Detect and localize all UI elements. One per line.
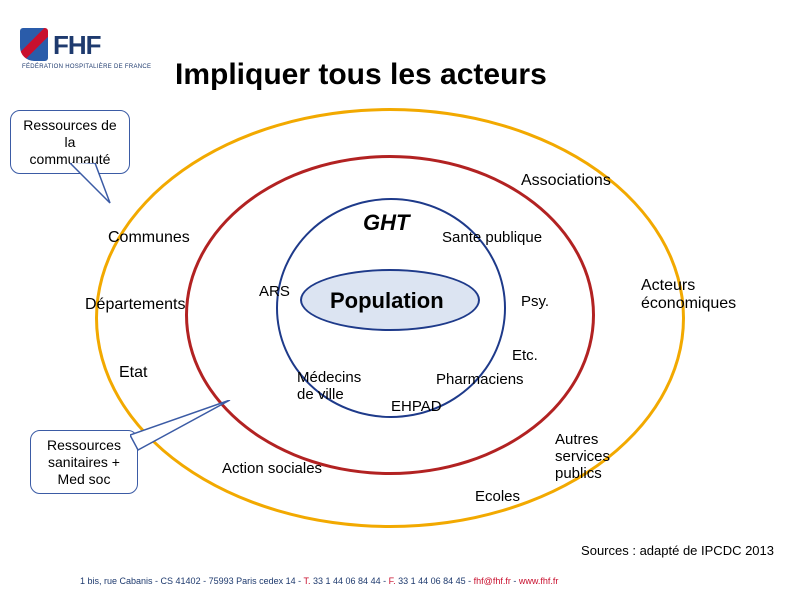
source-text: Sources : adapté de IPCDC 2013	[581, 543, 774, 558]
logo-text: FHF	[53, 30, 101, 61]
logo-badge-icon	[20, 28, 50, 63]
label-autres-services: Autres services publics	[555, 431, 610, 482]
label-sante-publique: Sante publique	[442, 229, 542, 246]
callout-pointer-icon	[70, 163, 130, 213]
label-ehpad: EHPAD	[391, 398, 442, 415]
label-communes: Communes	[108, 229, 190, 247]
label-departements: Départements	[85, 296, 186, 314]
label-ars: ARS	[259, 283, 290, 300]
page-title: Impliquer tous les acteurs	[175, 58, 547, 92]
label-associations: Associations	[521, 172, 611, 190]
label-population: Population	[330, 288, 444, 314]
callout-text: Ressources de la communauté	[23, 117, 116, 167]
fhf-logo: FHF	[20, 28, 101, 63]
footer-fax-label: F.	[389, 576, 396, 586]
label-pharmaciens: Pharmaciens	[436, 371, 524, 388]
footer-tel-label: T.	[303, 576, 310, 586]
label-etc: Etc.	[512, 347, 538, 364]
footer-address: 1 bis, rue Cabanis - CS 41402 - 75993 Pa…	[80, 576, 296, 586]
label-medecins: Médecins de ville	[297, 369, 361, 403]
footer: 1 bis, rue Cabanis - CS 41402 - 75993 Pa…	[80, 576, 558, 586]
callout-ressources-sanitaires: Ressources sanitaires + Med soc	[30, 430, 138, 494]
callout-text: Ressources sanitaires + Med soc	[47, 437, 121, 487]
label-ght: GHT	[363, 210, 409, 236]
logo-subtitle: FÉDÉRATION HOSPITALIÈRE DE FRANCE	[22, 64, 151, 70]
footer-fax: 33 1 44 06 84 45	[398, 576, 466, 586]
label-psy: Psy.	[521, 293, 549, 310]
footer-web: www.fhf.fr	[519, 576, 559, 586]
footer-tel: 33 1 44 06 84 44	[313, 576, 381, 586]
label-action-sociales: Action sociales	[222, 460, 322, 477]
label-etat: Etat	[119, 364, 147, 382]
label-acteurs-eco: Acteurs économiques	[641, 277, 736, 313]
footer-email: fhf@fhf.fr	[474, 576, 511, 586]
label-ecoles: Ecoles	[475, 488, 520, 505]
